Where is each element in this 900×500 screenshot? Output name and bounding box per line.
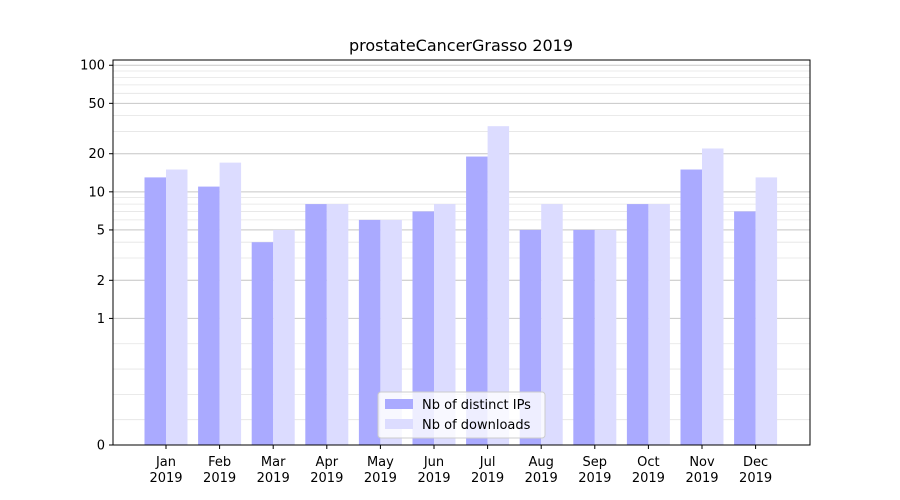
bar-downloads [219, 162, 242, 445]
plot-frame [112, 59, 811, 446]
y-tick-label: 5 [97, 223, 105, 238]
x-tick-label-year: 2019 [578, 471, 611, 486]
y-tick-label: 1 [97, 312, 105, 327]
x-tick-label-year: 2019 [310, 471, 343, 486]
bar-ips [412, 211, 434, 445]
bar-downloads [648, 204, 670, 445]
bar-downloads [755, 177, 778, 446]
x-tick-label-month: Jan [155, 455, 176, 470]
bar-ips [519, 229, 542, 445]
x-axis: Jan2019Feb2019Mar2019Apr2019May2019Jun20… [149, 445, 772, 486]
bar-ips [305, 204, 327, 445]
x-tick-label-year: 2019 [257, 471, 290, 486]
x-tick-label-year: 2019 [417, 471, 450, 486]
x-tick-label-year: 2019 [364, 471, 397, 486]
x-tick-label-year: 2019 [739, 471, 772, 486]
x-tick-label-month: Nov [689, 455, 715, 470]
y-tick-label: 100 [80, 59, 105, 74]
y-tick-label: 50 [88, 97, 105, 112]
x-tick-label-month: Aug [529, 455, 554, 470]
bar-ips [144, 177, 166, 446]
bar-ips [626, 204, 649, 445]
bar-downloads [434, 204, 456, 445]
x-tick-label-month: Jun [423, 455, 444, 470]
y-axis: 0 1 2 5 10 20 50 100 [80, 59, 113, 454]
x-tick-label-year: 2019 [203, 471, 236, 486]
x-tick-label-year: 2019 [632, 471, 665, 486]
bar-downloads [702, 148, 724, 445]
bar-downloads [326, 204, 349, 445]
bar-ips [466, 156, 488, 446]
x-tick-label-year: 2019 [149, 471, 182, 486]
y-tick-label: 10 [88, 185, 105, 200]
bars-group [144, 126, 778, 446]
x-tick-label-year: 2019 [685, 471, 718, 486]
x-tick-label-month: Feb [208, 455, 231, 470]
bar-downloads [166, 169, 188, 445]
bar-downloads [273, 229, 295, 445]
y-tick-label: 2 [97, 274, 105, 289]
bar-downloads [594, 229, 617, 445]
bar-downloads [541, 204, 563, 445]
legend-label: Nb of downloads [422, 418, 531, 433]
legend: Nb of distinct IPs Nb of downloads [377, 391, 546, 439]
legend-swatch [385, 419, 413, 429]
bar-ips [573, 229, 595, 445]
legend-box [377, 391, 546, 439]
bar-ips [358, 219, 381, 445]
x-tick-label-month: Jul [479, 455, 496, 470]
x-tick-label-month: Dec [743, 455, 768, 470]
y-tick-label: 20 [88, 147, 105, 162]
x-tick-label-year: 2019 [525, 471, 558, 486]
x-tick-label-month: Mar [261, 455, 286, 470]
bar-ips [734, 211, 756, 445]
chart-title: prostateCancerGrasso 2019 [349, 36, 573, 55]
x-tick-label-month: Sep [583, 455, 608, 470]
x-tick-label-month: May [367, 455, 394, 470]
x-tick-label-month: Oct [637, 455, 659, 470]
x-tick-label-month: Apr [316, 455, 339, 470]
bar-downloads [380, 219, 402, 445]
legend-swatch [385, 399, 413, 409]
bar-ips [251, 242, 274, 445]
bar-downloads [487, 126, 510, 446]
x-tick-label-year: 2019 [471, 471, 504, 486]
y-tick-label: 0 [97, 439, 105, 454]
bar-ips [198, 186, 220, 446]
legend-label: Nb of distinct IPs [422, 398, 531, 413]
bar-ips [680, 169, 702, 445]
